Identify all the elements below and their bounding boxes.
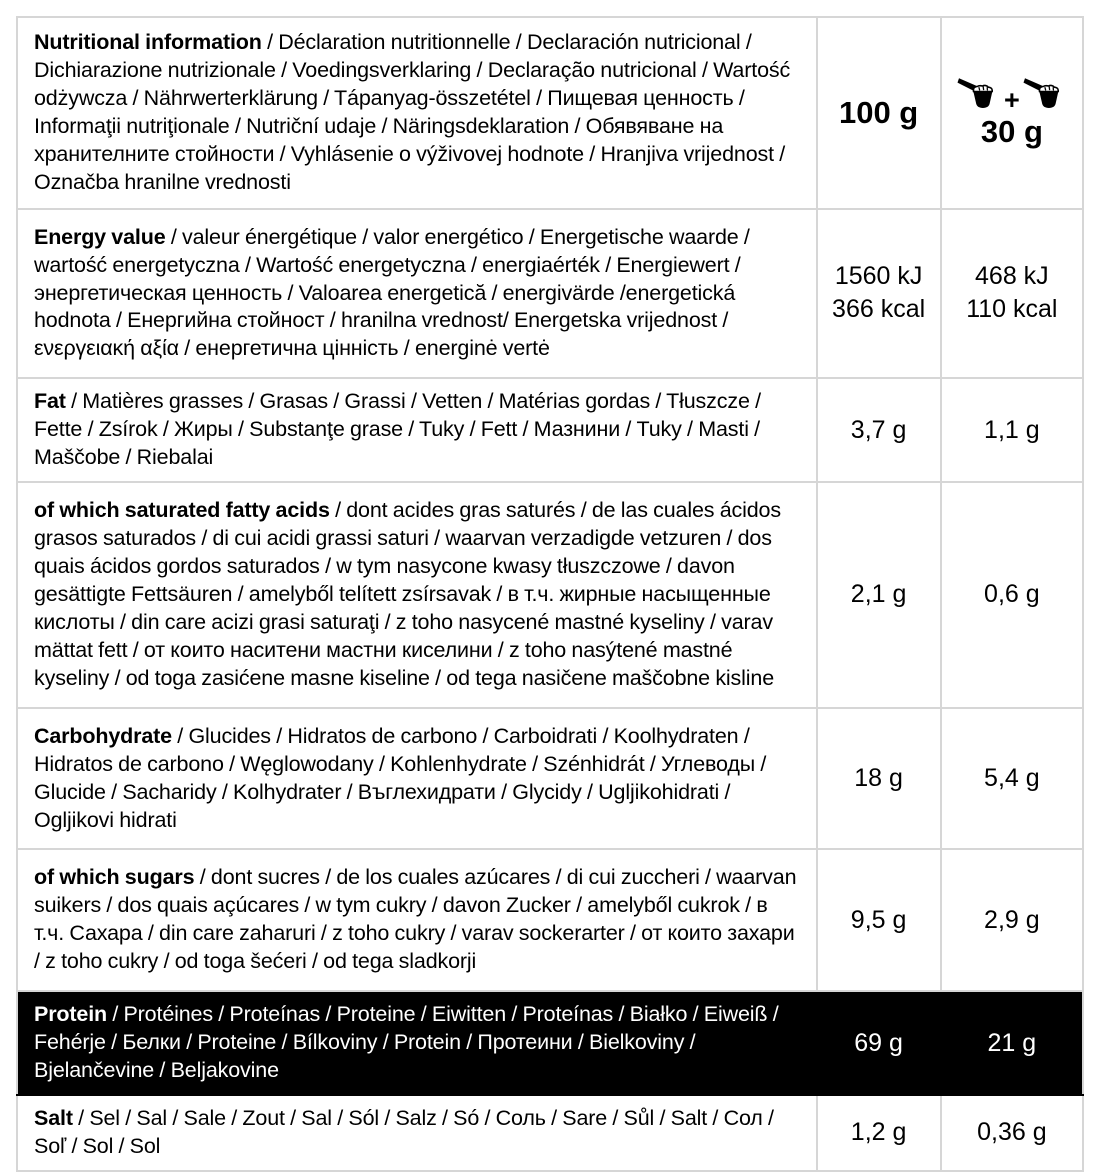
header-per-100g-cell: 100 g (816, 17, 942, 210)
nutrition-information-table: Nutritional information / Déclaration nu… (16, 16, 1084, 1172)
value-per-serving-salt: 0,36 g (940, 1095, 1083, 1171)
scoop-icon (957, 75, 1001, 114)
table-row: Salt / Sel / Sal / Sale / Zout / Sal / S… (17, 1095, 1083, 1171)
serving-weight-label: 30 g (980, 113, 1043, 149)
table-body: Nutritional information / Déclaration nu… (17, 17, 1083, 1171)
nutrient-label-saturates: of which saturated fatty acids / dont ac… (17, 482, 818, 709)
value-per-serving-protein: 21 g (940, 991, 1083, 1096)
value-per-serving-saturates: 0,6 g (940, 482, 1083, 709)
energy-kcal-100g: 366 kcal (832, 295, 926, 324)
nutrient-label-text: Salt / Sel / Sal / Sale / Zout / Sal / S… (34, 1106, 774, 1158)
header-serving-cell: + 30 g (940, 17, 1083, 210)
header-label-cell: Nutritional information / Déclaration nu… (17, 17, 818, 210)
plus-icon: + (1003, 84, 1020, 115)
value-per-100g-salt: 1,2 g (816, 1095, 942, 1171)
table-row: of which saturated fatty acids / dont ac… (17, 482, 1083, 709)
value-per-100g-energy: 1560 kJ 366 kcal (816, 208, 942, 380)
value-per-serving-carbohydrate: 5,4 g (940, 707, 1083, 851)
nutritional-information-title: Nutritional information / Déclaration nu… (34, 30, 791, 194)
nutrient-label-energy: Energy value / valeur énergétique / valo… (17, 208, 818, 380)
nutrient-label-sugars: of which sugars / dont sucres / de los c… (17, 849, 818, 993)
energy-kcal-serving: 110 kcal (966, 295, 1058, 324)
nutrient-label-text: Energy value / valeur énergétique / valo… (34, 224, 750, 361)
table-row: Energy value / valeur énergétique / valo… (17, 208, 1083, 380)
table-row: Carbohydrate / Glucides / Hidratos de ca… (17, 707, 1083, 851)
nutrient-label-salt: Salt / Sel / Sal / Sale / Zout / Sal / S… (17, 1095, 818, 1171)
per-100g-label: 100 g (838, 94, 919, 130)
nutrient-label-carbohydrate: Carbohydrate / Glucides / Hidratos de ca… (17, 707, 818, 851)
nutrient-label-protein: Protein / Protéines / Proteínas / Protei… (17, 991, 818, 1096)
value-per-100g-carbohydrate: 18 g (816, 707, 942, 851)
nutrient-label-text: of which sugars / dont sucres / de los c… (34, 865, 797, 974)
table-row-highlighted: Protein / Protéines / Proteínas / Protei… (17, 991, 1083, 1096)
nutrient-label-text: Fat / Matières grasses / Grasas / Grassi… (34, 389, 761, 470)
table-row: Fat / Matières grasses / Grasas / Grassi… (17, 378, 1083, 484)
nutrient-label-fat: Fat / Matières grasses / Grasas / Grassi… (17, 378, 818, 484)
serving-scoops-group: + (946, 75, 1078, 114)
value-per-100g-fat: 3,7 g (816, 378, 942, 484)
value-per-100g-protein: 69 g (816, 991, 942, 1096)
table-row: of which sugars / dont sucres / de los c… (17, 849, 1083, 993)
value-per-100g-saturates: 2,1 g (816, 482, 942, 709)
nutrient-label-text: Protein / Protéines / Proteínas / Protei… (34, 1002, 779, 1083)
value-per-serving-fat: 1,1 g (940, 378, 1083, 484)
nutrient-label-text: Carbohydrate / Glucides / Hidratos de ca… (34, 723, 767, 832)
energy-kj-serving: 468 kJ (975, 262, 1049, 291)
nutrient-label-text: of which saturated fatty acids / dont ac… (34, 498, 781, 690)
value-per-serving-sugars: 2,9 g (940, 849, 1083, 993)
nutrition-label-sheet: Nutritional information / Déclaration nu… (16, 16, 1084, 1172)
table-header-row: Nutritional information / Déclaration nu… (17, 17, 1083, 210)
value-per-100g-sugars: 9,5 g (816, 849, 942, 993)
scoop-icon (1023, 75, 1067, 114)
energy-kj-100g: 1560 kJ (834, 262, 923, 291)
value-per-serving-energy: 468 kJ 110 kcal (940, 208, 1083, 380)
